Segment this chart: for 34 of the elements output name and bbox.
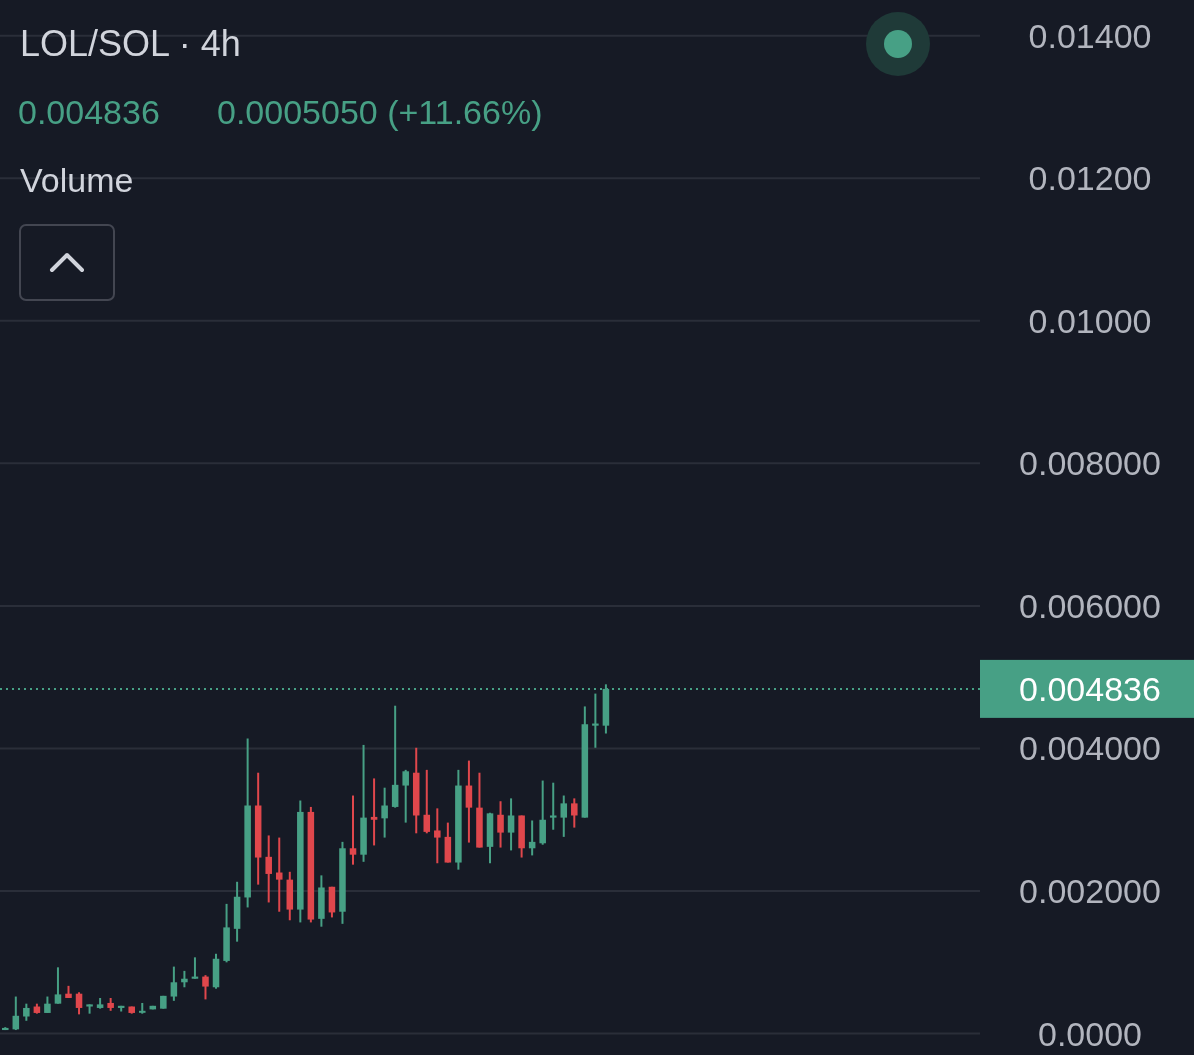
- candlestick: [202, 974, 209, 1001]
- y-tick-label: 0.004000: [1019, 729, 1161, 768]
- candlestick: [434, 807, 441, 865]
- candlestick: [592, 692, 599, 749]
- y-tick-label: 0.01400: [1028, 16, 1152, 55]
- candlestick: [560, 794, 568, 838]
- ref-line-label: 0.004836: [1019, 669, 1161, 708]
- candlestick: [539, 779, 546, 846]
- candlestick: [54, 966, 62, 1005]
- candlestick: [507, 797, 515, 852]
- candlestick: [571, 797, 578, 829]
- candlestick: [75, 991, 83, 1016]
- annotation: 0.0005050 (+11.66%): [217, 93, 543, 131]
- candlestick: [381, 786, 388, 839]
- candlestick: [275, 836, 283, 913]
- candlestick: [423, 768, 431, 835]
- annotation: Volume: [20, 161, 134, 199]
- candlestick: [265, 834, 272, 904]
- y-tick-label: 0.01200: [1028, 159, 1152, 198]
- y-tick-label: 0.002000: [1019, 872, 1161, 911]
- candlestick: [465, 759, 473, 844]
- candlestick: [391, 704, 399, 809]
- candlestick: [349, 794, 357, 866]
- y-tick-label: 0.006000: [1019, 586, 1161, 625]
- text: LOL/SOL · 4h: [20, 23, 241, 64]
- y-tick-label: 0.0000: [1038, 1014, 1142, 1053]
- candlestick: [370, 777, 378, 847]
- candlestick: [402, 768, 409, 824]
- candlestick: [549, 781, 557, 831]
- candlestick: [497, 800, 504, 849]
- annotation: 0.004836: [18, 93, 160, 131]
- y-tick-label: 0.008000: [1019, 444, 1161, 483]
- y-tick-label: 0.01000: [1028, 301, 1152, 340]
- candlestick: [170, 965, 178, 1002]
